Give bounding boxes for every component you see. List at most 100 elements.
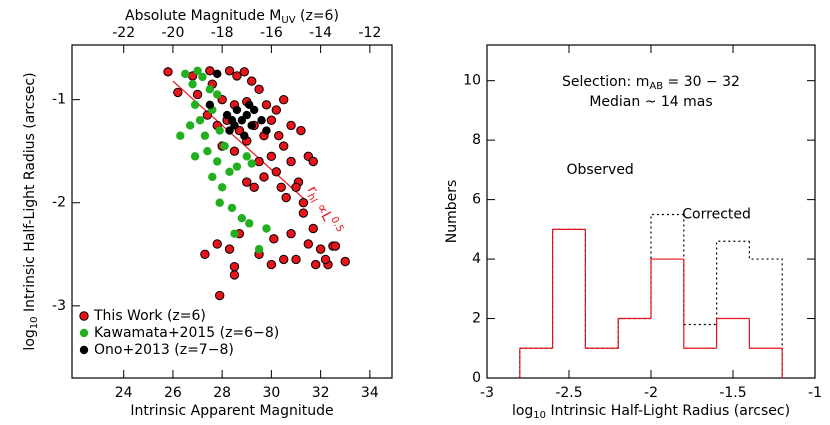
y-tick-label: -2: [52, 195, 66, 211]
data-point: [212, 239, 222, 249]
legend-label: Kawamata+2015 (z=6−8): [94, 325, 279, 341]
data-point: [205, 66, 215, 76]
histogram-step: [552, 228, 586, 349]
selection-text-sub: AB: [649, 81, 663, 92]
data-point: [254, 84, 264, 95]
data-point: [192, 89, 203, 100]
data-point: [227, 203, 237, 213]
data-point: [240, 131, 249, 140]
data-point: [200, 249, 210, 259]
data-point: [229, 146, 240, 156]
histogram-step: [683, 259, 717, 349]
data-point: [245, 100, 254, 109]
data-point: [190, 152, 200, 161]
selection-text-part: Selection: m: [562, 74, 649, 90]
x-axis-label-sub: 10: [533, 410, 546, 421]
data-point: [269, 234, 279, 244]
x2-tick-label: -18: [211, 25, 234, 41]
data-point: [320, 254, 331, 265]
histogram-step: [683, 214, 717, 326]
y-tick-label: -1: [52, 92, 66, 108]
data-point: [195, 116, 205, 125]
x-axis-label: Intrinsic Apparent Magnitude: [130, 403, 333, 419]
x2-tick-label: -16: [260, 25, 283, 41]
data-point: [254, 244, 264, 254]
y-axis-label-sub: 10: [29, 316, 40, 329]
data-point: [213, 157, 222, 166]
data-point: [242, 110, 251, 120]
data-point: [163, 67, 173, 77]
histogram-step: [650, 258, 684, 319]
x-tick-label: 30: [262, 385, 280, 401]
histogram-step: [584, 229, 619, 349]
data-point: [271, 105, 282, 115]
y-tick-label: 10: [463, 73, 481, 89]
x-tick-label: -1: [808, 385, 822, 401]
y-axis-label-part: log: [22, 329, 38, 350]
data-point: [200, 131, 210, 140]
y-tick-label: -3: [52, 298, 66, 314]
data-point: [308, 156, 318, 167]
series-label: Corrected: [682, 206, 751, 222]
data-point: [225, 167, 234, 177]
data-point: [198, 72, 207, 82]
data-point: [298, 198, 309, 208]
median-text: Median ~ 14 mas: [589, 94, 712, 110]
x-tick-label: 24: [115, 385, 133, 401]
data-point: [278, 141, 289, 151]
data-point: [278, 254, 289, 265]
histogram-step: [584, 229, 619, 349]
data-point: [188, 79, 197, 89]
data-point: [291, 254, 301, 265]
data-point: [330, 241, 341, 251]
histogram-step: [617, 317, 651, 349]
x-axis-label: log10 Intrinsic Half-Light Radius (arcse…: [512, 403, 790, 421]
data-point: [213, 69, 222, 79]
legend-marker: [79, 345, 89, 355]
x-axis-label-part: Intrinsic Half-Light Radius (arcsec): [546, 403, 790, 419]
x-axis-label-part: log: [512, 403, 533, 419]
y-axis-label: Numbers: [444, 180, 460, 244]
fit-annotation-sup: 0.5: [328, 215, 345, 234]
x2-axis-label: Absolute Magnitude MUV (z=6): [125, 8, 339, 26]
y-tick-label: 8: [472, 132, 481, 148]
data-point: [229, 261, 240, 272]
data-point: [232, 71, 242, 81]
x2-axis-label-sub: UV: [281, 15, 295, 26]
data-point: [215, 198, 224, 207]
data-point: [291, 182, 301, 192]
data-point: [217, 183, 227, 192]
data-point: [242, 177, 252, 187]
selection-text-part: = 30 − 32: [663, 74, 740, 90]
histogram-step: [519, 347, 553, 378]
data-point: [205, 85, 215, 94]
data-point: [315, 244, 326, 254]
x2-axis-label-part: (z=6): [296, 8, 339, 24]
fit-annotation: rhl ∝L0.5: [302, 182, 345, 239]
legend-marker: [79, 328, 89, 338]
data-point: [266, 115, 277, 125]
histogram-step: [748, 318, 783, 378]
data-point: [259, 172, 269, 182]
data-point: [247, 159, 256, 168]
x-tick-label: 26: [164, 385, 182, 401]
x2-tick-label: -22: [112, 25, 135, 41]
data-point: [310, 259, 321, 270]
data-point: [181, 69, 190, 79]
data-point: [229, 270, 240, 280]
data-point: [262, 224, 271, 233]
data-point: [208, 172, 217, 182]
x2-tick-label: -20: [161, 25, 184, 41]
data-point: [203, 146, 212, 156]
histogram-step: [748, 241, 783, 378]
data-point: [242, 152, 251, 161]
histogram-step: [617, 317, 651, 349]
data-point: [249, 182, 259, 192]
histogram-step: [650, 213, 684, 319]
data-point: [220, 141, 229, 151]
data-point: [303, 239, 314, 249]
legend-marker: [79, 311, 89, 321]
data-point: [274, 131, 284, 141]
y-tick-label: 2: [472, 311, 481, 327]
